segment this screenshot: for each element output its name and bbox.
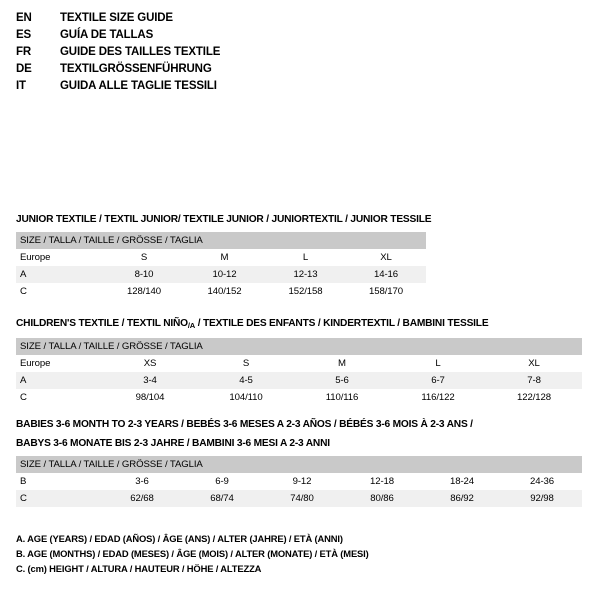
children-table-bar-row: SIZE / TALLA / TAILLE / GRÖSSE / TAGLIA [16, 338, 583, 355]
language-code-de: DE [16, 63, 32, 75]
measurement-legend: A. AGE (YEARS) / EDAD (AÑOS) / ÂGE (ANS)… [16, 531, 369, 576]
children-row-a-cell-2: 4-5 [198, 372, 294, 389]
children-row-a-cell-3: 5-6 [294, 372, 390, 389]
babies-row-b-cell-1: 3-6 [135, 476, 149, 487]
language-row-en: EN TEXTILE SIZE GUIDE [16, 12, 436, 29]
section-junior-title: JUNIOR TEXTILE / TEXTIL JUNIOR/ TEXTILE … [16, 214, 432, 225]
babies-row-b-cell-3: 9-12 [292, 476, 312, 487]
table-row: A 8-10 10-12 12-13 14-16 [16, 266, 426, 283]
babies-row-b-cell-4: 12-18 [369, 476, 395, 487]
table-row: Europe S M L XL [16, 249, 426, 266]
legend-line-b: B. AGE (MONTHS) / EDAD (MESES) / ÂGE (MO… [16, 548, 369, 559]
height-figure-area: C [440, 0, 600, 210]
junior-row-europe-cell-3: L [302, 252, 309, 263]
children-row-c-cell-2: 104/110 [229, 392, 263, 403]
section-children-title-pre: CHILDREN'S TEXTILE / TEXTIL NIÑO [16, 318, 188, 329]
junior-row-europe-label: Europe [20, 252, 51, 263]
children-size-table: SIZE / TALLA / TAILLE / GRÖSSE / TAGLIA … [16, 338, 583, 406]
junior-row-c-cell-1: 128/140 [127, 286, 161, 297]
babies-row-b-cell-2: 6-9 [215, 476, 229, 487]
legend-line-a: A. AGE (YEARS) / EDAD (AÑOS) / ÂGE (ANS)… [16, 533, 343, 544]
babies-row-b-label: B [20, 476, 27, 487]
section-children-title: CHILDREN'S TEXTILE / TEXTIL NIÑO/A / TEX… [16, 317, 582, 333]
junior-row-a-cell-2: 10-12 [184, 266, 265, 283]
language-code-en: EN [16, 12, 32, 24]
children-row-a-cell-4: 6-7 [390, 372, 486, 389]
language-title-block: EN TEXTILE SIZE GUIDE ES GUÍA DE TALLAS … [16, 12, 436, 97]
junior-row-a-cell-3: 12-13 [265, 266, 346, 283]
babies-row-b-cell-5: 18-24 [449, 476, 475, 487]
language-code-es: ES [16, 29, 32, 41]
language-title-it: GUIDA ALLE TAGLIE TESSILI [60, 80, 217, 92]
junior-row-c-cell-2: 140/152 [207, 286, 242, 297]
language-title-es: GUÍA DE TALLAS [60, 29, 154, 41]
language-row-it: IT GUIDA ALLE TAGLIE TESSILI [16, 80, 436, 97]
children-row-europe-cell-2: S [242, 358, 250, 369]
section-babies-title-line2: BABYS 3-6 MONATE BIS 2-3 JAHRE / BAMBINI… [16, 438, 330, 449]
section-children-title-post: / TEXTILE DES ENFANTS / KINDERTEXTIL / B… [195, 318, 489, 329]
language-title-en: TEXTILE SIZE GUIDE [60, 12, 173, 24]
section-babies: BABIES 3-6 MONTH TO 2-3 YEARS / BEBÉS 3-… [16, 418, 583, 507]
children-row-c-label: C [20, 392, 27, 403]
babies-size-table: SIZE / TALLA / TAILLE / GRÖSSE / TAGLIA … [16, 456, 583, 507]
junior-table-bar-label: SIZE / TALLA / TAILLE / GRÖSSE / TAGLIA [16, 232, 426, 249]
section-babies-title-line1: BABIES 3-6 MONTH TO 2-3 YEARS / BEBÉS 3-… [16, 419, 473, 430]
children-row-a-cell-1: 3-4 [102, 372, 198, 389]
language-title-fr: GUIDE DES TAILLES TEXTILE [60, 46, 221, 58]
language-row-fr: FR GUIDE DES TAILLES TEXTILE [16, 46, 436, 63]
table-row: Europe XS S M L XL [16, 355, 582, 372]
babies-table-bar-row: SIZE / TALLA / TAILLE / GRÖSSE / TAGLIA [16, 456, 583, 473]
children-table-bar-label: SIZE / TALLA / TAILLE / GRÖSSE / TAGLIA [16, 338, 583, 355]
junior-row-c-cell-4: 158/170 [369, 286, 403, 297]
section-children-title-sub: /A [187, 321, 196, 330]
table-row: B 3-6 6-9 9-12 12-18 18-24 24-36 [16, 473, 582, 490]
children-row-c-cell-1: 98/104 [135, 392, 165, 403]
babies-row-c-cell-3: 74/80 [262, 490, 342, 507]
babies-row-c-cell-4: 80/86 [342, 490, 422, 507]
junior-row-c-label: C [20, 286, 27, 297]
junior-row-a-label: A [16, 266, 104, 283]
language-row-es: ES GUÍA DE TALLAS [16, 29, 436, 46]
children-row-europe-cell-5: XL [528, 358, 540, 369]
babies-row-c-cell-1: 62/68 [102, 490, 182, 507]
junior-row-a-cell-1: 8-10 [104, 266, 184, 283]
babies-row-b-cell-6: 24-36 [529, 476, 555, 487]
babies-table-bar-label: SIZE / TALLA / TAILLE / GRÖSSE / TAGLIA [16, 456, 583, 473]
legend-line-c: C. (cm) HEIGHT / ALTURA / HAUTEUR / HÖHE… [16, 563, 262, 574]
children-row-c-cell-3: 110/116 [325, 392, 359, 403]
children-row-europe-label: Europe [20, 358, 51, 369]
junior-row-c-cell-3: 152/158 [288, 286, 323, 297]
junior-row-europe-cell-2: M [220, 252, 229, 263]
junior-row-a-cell-4: 14-16 [346, 266, 426, 283]
language-code-fr: FR [16, 46, 32, 58]
junior-size-table: SIZE / TALLA / TAILLE / GRÖSSE / TAGLIA … [16, 232, 426, 300]
table-row: C 98/104 104/110 110/116 116/122 122/128 [16, 389, 582, 406]
children-row-a-label: A [16, 372, 102, 389]
children-row-europe-cell-1: XS [143, 358, 157, 369]
children-row-c-cell-4: 116/122 [421, 392, 455, 403]
junior-table-bar-row: SIZE / TALLA / TAILLE / GRÖSSE / TAGLIA [16, 232, 426, 249]
junior-row-europe-cell-1: S [140, 252, 148, 263]
children-row-europe-cell-3: M [338, 358, 346, 369]
children-row-europe-cell-4: L [435, 358, 441, 369]
babies-row-c-cell-2: 68/74 [182, 490, 262, 507]
junior-row-europe-cell-4: XL [380, 252, 392, 263]
table-row: C 128/140 140/152 152/158 158/170 [16, 283, 426, 300]
language-code-it: IT [16, 80, 26, 92]
section-children: CHILDREN'S TEXTILE / TEXTIL NIÑO/A / TEX… [16, 317, 583, 406]
babies-row-c-cell-6: 92/98 [502, 490, 583, 507]
language-title-de: TEXTILGRÖSSENFÜHRUNG [60, 63, 212, 75]
babies-row-c-cell-5: 86/92 [422, 490, 502, 507]
babies-row-c-label: C [16, 490, 102, 507]
table-row: A 3-4 4-5 5-6 6-7 7-8 [16, 372, 583, 389]
language-row-de: DE TEXTILGRÖSSENFÜHRUNG [16, 63, 436, 80]
children-row-c-cell-5: 122/128 [517, 392, 552, 403]
table-row: C 62/68 68/74 74/80 80/86 86/92 92/98 [16, 490, 583, 507]
section-junior: JUNIOR TEXTILE / TEXTIL JUNIOR/ TEXTILE … [16, 213, 432, 300]
children-row-a-cell-5: 7-8 [486, 372, 583, 389]
